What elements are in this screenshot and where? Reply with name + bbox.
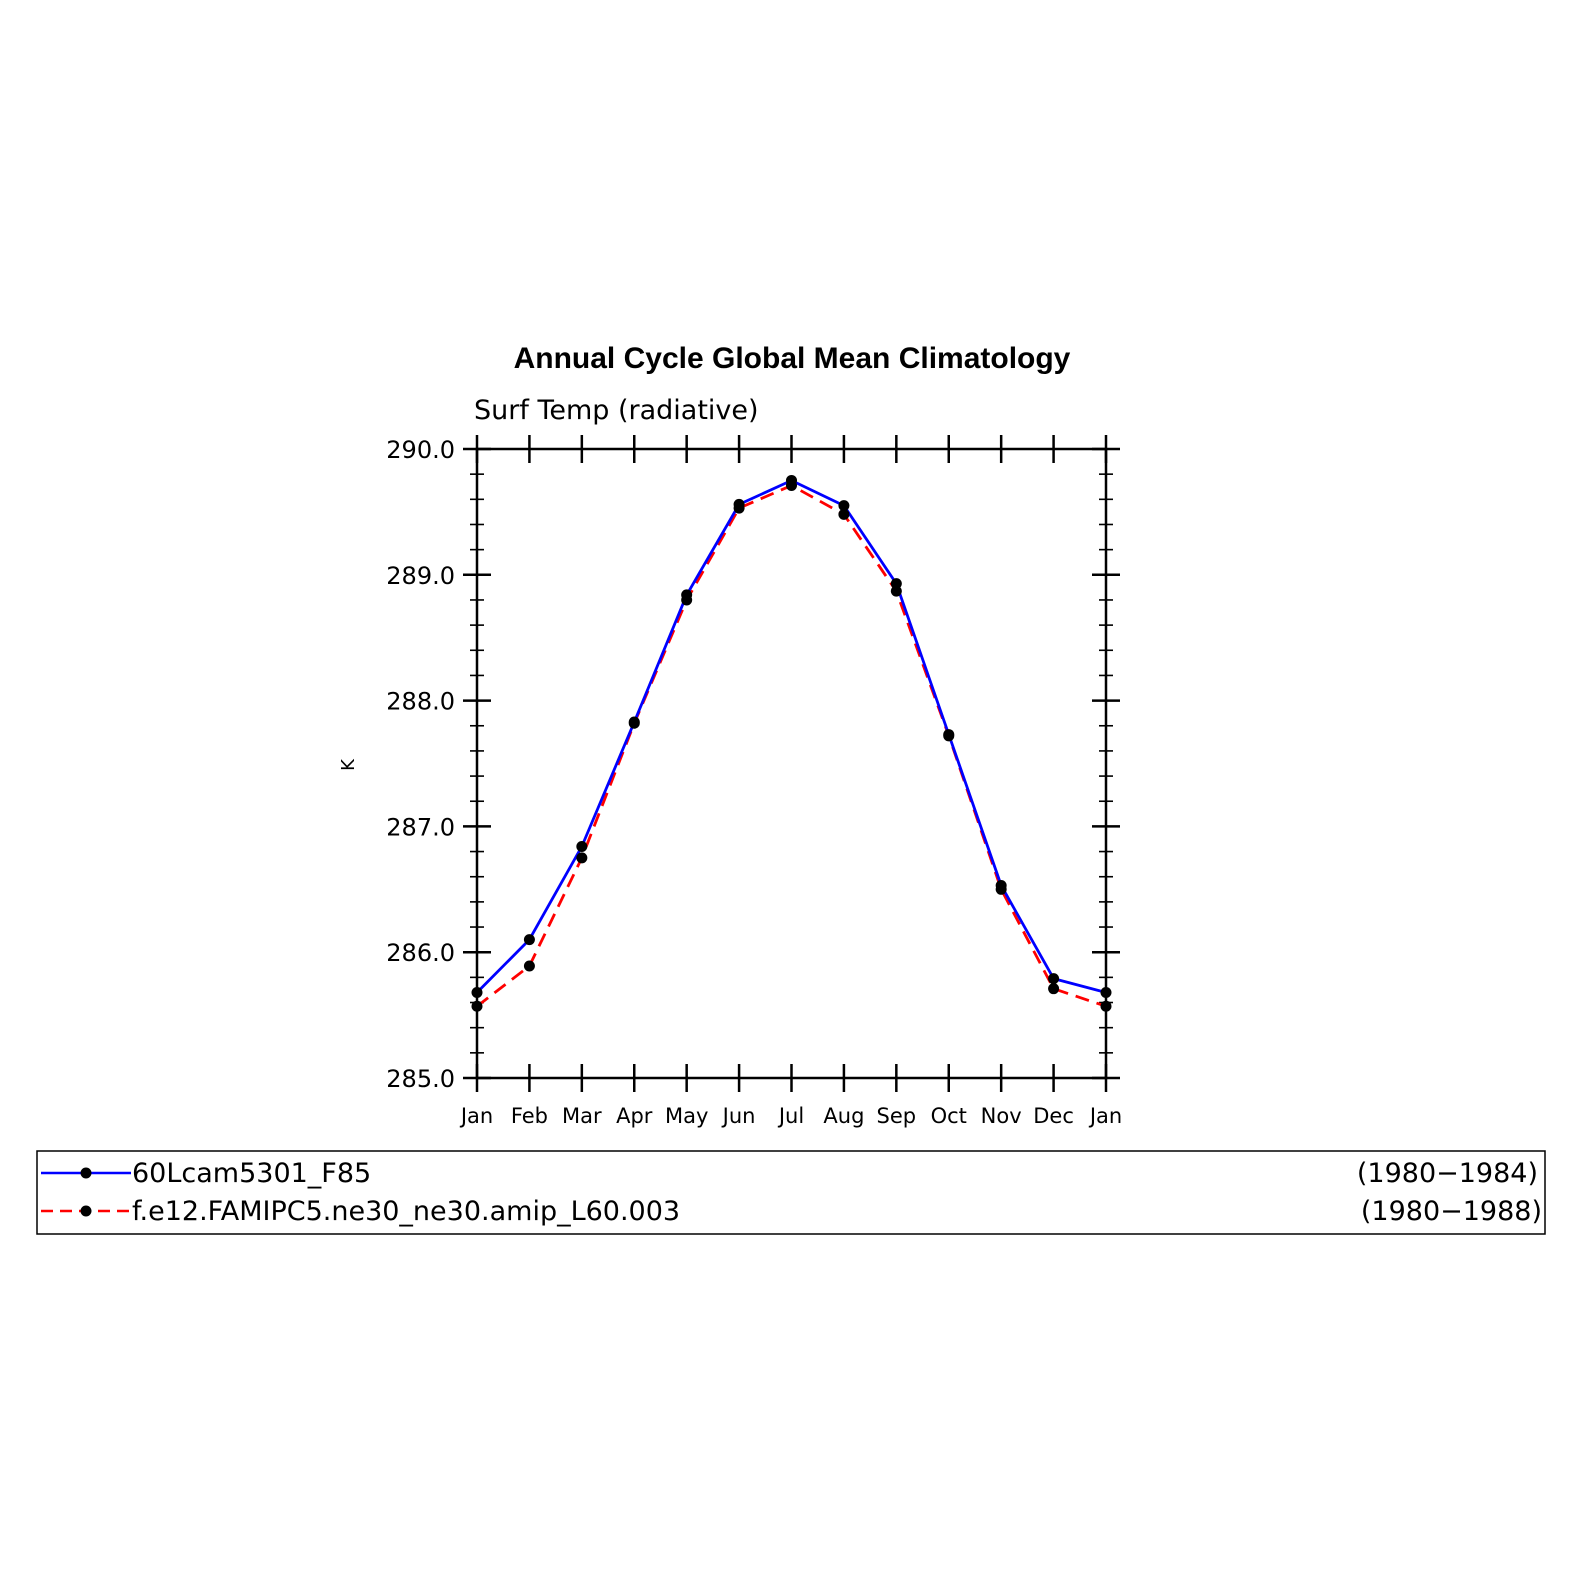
data-point-series-1 — [890, 578, 902, 590]
legend-marker-series-2 — [80, 1205, 92, 1217]
legend-box — [36, 1150, 1546, 1235]
chart-title: Annual Cycle Global Mean Climatology — [514, 342, 1071, 375]
legend: 60Lcam5301_F85 (1980−1984) f.e12.FAMIPC5… — [36, 1150, 1546, 1235]
x-tick-label: Nov — [981, 1104, 1022, 1128]
data-point-series-1 — [576, 841, 588, 853]
data-point-series-2 — [995, 883, 1007, 895]
y-tick-label: 290.0 — [386, 436, 455, 464]
data-point-series-1 — [838, 500, 850, 512]
legend-marker-series-1 — [80, 1167, 92, 1179]
legend-period-series-1: (1980−1984) — [1357, 1158, 1538, 1189]
x-tick-label: Jun — [721, 1104, 756, 1128]
y-tick-label: 286.0 — [386, 939, 455, 967]
data-point-series-2 — [890, 585, 902, 597]
data-point-series-2 — [576, 852, 588, 864]
axis-ticks — [463, 435, 1120, 1092]
x-tick-label: Sep — [877, 1104, 917, 1128]
series-line-2 — [476, 484, 1107, 1008]
x-tick-label: Feb — [511, 1104, 548, 1128]
data-point-series-2 — [786, 479, 797, 491]
x-tick-label: Jan — [459, 1104, 493, 1128]
chart-subtitle: Surf Temp (radiative) — [474, 395, 759, 426]
series-layer — [471, 474, 1112, 1012]
x-tick-label: Mar — [562, 1104, 602, 1128]
data-point-series-1 — [523, 934, 535, 946]
y-tick-label: 287.0 — [386, 813, 455, 841]
y-tick-label: 285.0 — [386, 1065, 455, 1093]
series-line-1 — [476, 479, 1107, 994]
legend-period-series-2: (1980−1988) — [1361, 1196, 1542, 1227]
axis-tick-labels: 285.0 286.0 287.0 288.0 289.0 290.0 Jan Feb Mar A… — [386, 436, 1122, 1128]
x-tick-label: May — [665, 1104, 708, 1128]
y-axis-label: K — [338, 758, 359, 771]
legend-label-series-1: 60Lcam5301_F85 — [132, 1158, 371, 1189]
x-tick-label: Dec — [1033, 1104, 1074, 1128]
data-point-series-2 — [1048, 983, 1060, 995]
data-point-series-2 — [523, 960, 535, 972]
data-point-series-2 — [628, 717, 640, 729]
x-tick-label: Oct — [931, 1104, 967, 1128]
y-tick-label: 288.0 — [386, 688, 455, 716]
data-point-series-2 — [943, 730, 955, 742]
plot-frame — [475, 447, 1108, 1080]
x-tick-label: Apr — [616, 1104, 653, 1128]
legend-label-series-2: f.e12.FAMIPC5.ne30_ne30.amip_L60.003 — [132, 1196, 680, 1227]
data-point-series-1 — [1048, 973, 1060, 985]
data-point-series-2 — [681, 594, 693, 606]
x-tick-label: Jul — [777, 1104, 804, 1128]
x-tick-label: Jan — [1088, 1104, 1122, 1128]
x-tick-label: Aug — [823, 1104, 864, 1128]
data-point-series-2 — [733, 502, 745, 514]
y-tick-label: 289.0 — [386, 562, 455, 590]
data-point-series-2 — [838, 508, 850, 520]
